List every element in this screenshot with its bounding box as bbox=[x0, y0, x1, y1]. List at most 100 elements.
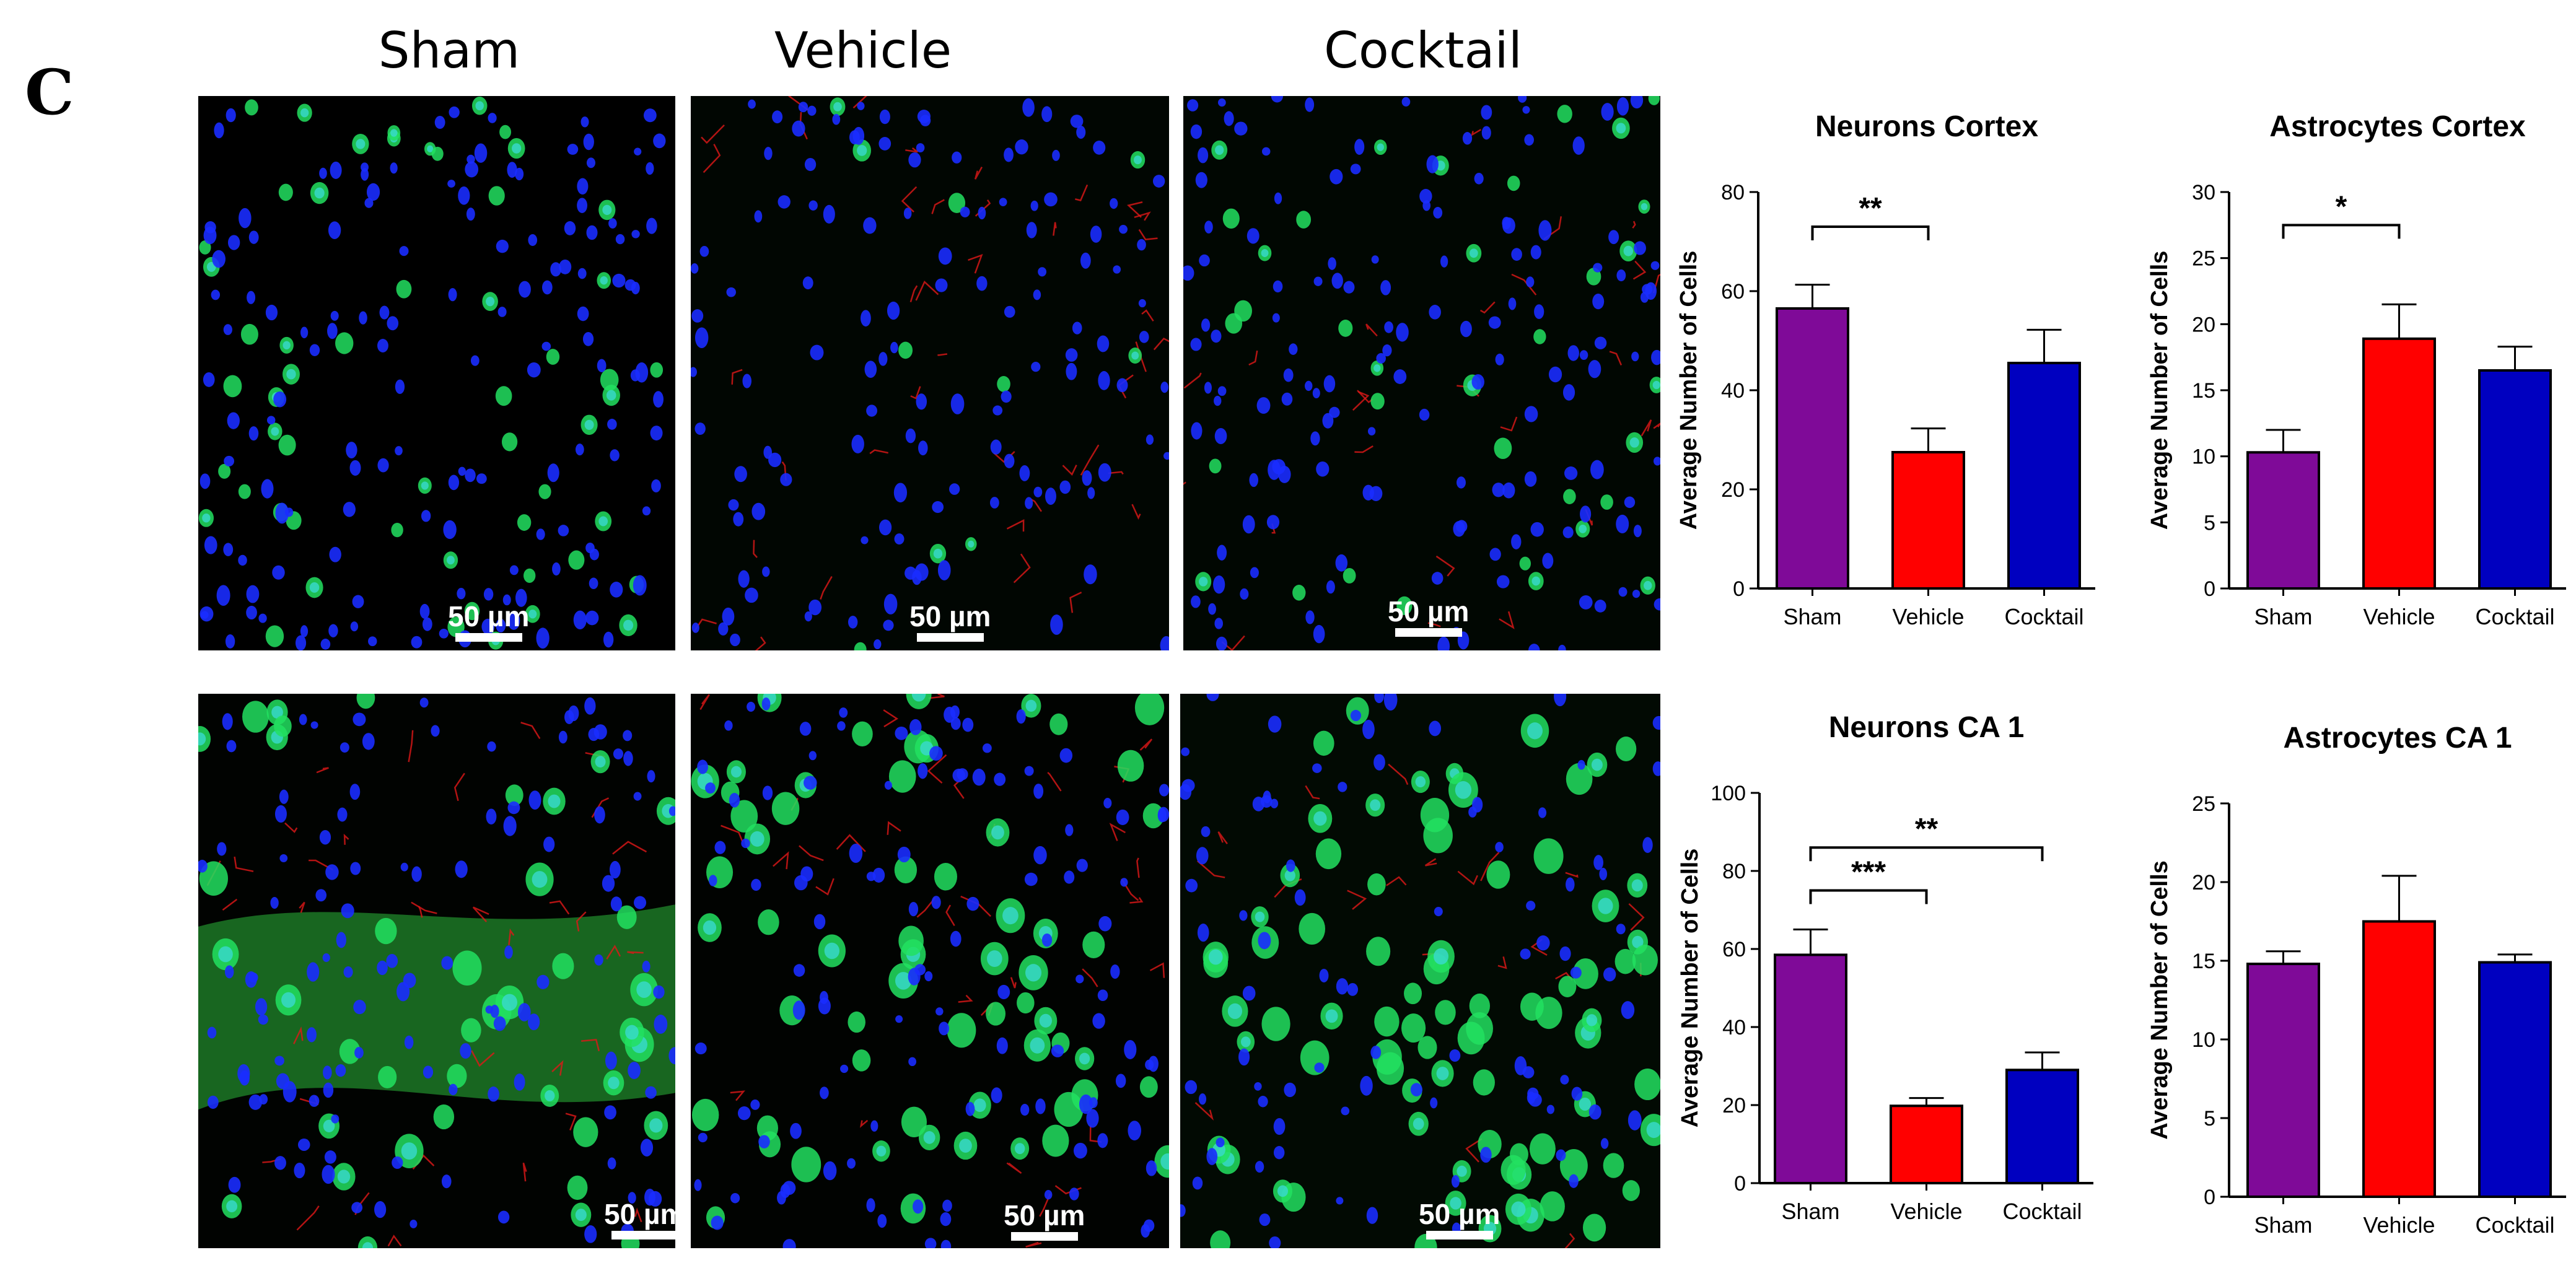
dapi-nucleus bbox=[813, 914, 826, 930]
neuron-nucleus bbox=[309, 582, 320, 593]
dapi-nucleus bbox=[1312, 388, 1320, 399]
dapi-nucleus bbox=[1480, 1147, 1492, 1163]
dapi-nucleus bbox=[1526, 901, 1536, 911]
dapi-nucleus bbox=[1588, 1104, 1601, 1120]
neuron-cell bbox=[1042, 1124, 1069, 1157]
neuron-nucleus bbox=[703, 920, 717, 935]
neuron-cell bbox=[1603, 1153, 1624, 1178]
dapi-nucleus bbox=[1322, 413, 1334, 429]
neuron-cell bbox=[947, 1013, 976, 1048]
dapi-nucleus bbox=[874, 639, 882, 650]
dapi-nucleus bbox=[1044, 192, 1058, 207]
dapi-nucleus bbox=[918, 440, 928, 456]
dapi-nucleus bbox=[1314, 1062, 1325, 1073]
dapi-nucleus bbox=[960, 206, 970, 217]
dapi-nucleus bbox=[1593, 263, 1603, 273]
dapi-nucleus bbox=[441, 1174, 452, 1189]
dapi-nucleus bbox=[474, 143, 488, 163]
dapi-nucleus bbox=[918, 763, 928, 779]
dapi-nucleus bbox=[1429, 720, 1442, 737]
dapi-nucleus bbox=[1185, 878, 1198, 893]
dapi-nucleus bbox=[1305, 97, 1315, 112]
dapi-nucleus bbox=[1608, 230, 1619, 245]
neuron-cell bbox=[433, 1104, 455, 1130]
dapi-nucleus bbox=[1326, 580, 1335, 594]
neuron-cell bbox=[948, 193, 966, 214]
neuron-nucleus bbox=[1450, 1197, 1461, 1210]
dapi-nucleus bbox=[352, 595, 364, 608]
y-tick-label: 40 bbox=[1722, 1016, 1746, 1039]
dapi-nucleus bbox=[594, 724, 607, 740]
dapi-nucleus bbox=[1530, 522, 1544, 537]
micrograph-ca1-vehicle bbox=[691, 694, 1169, 1248]
neuron-nucleus bbox=[532, 871, 548, 888]
dapi-nucleus bbox=[972, 768, 986, 786]
dapi-nucleus bbox=[214, 122, 224, 139]
dapi-nucleus bbox=[646, 217, 657, 234]
astrocyte-process bbox=[387, 1235, 402, 1247]
neuron-nucleus bbox=[390, 129, 398, 137]
micrograph-texture bbox=[198, 97, 666, 650]
dapi-nucleus bbox=[1616, 269, 1626, 282]
dapi-nucleus bbox=[1319, 968, 1329, 983]
astrocyte-process bbox=[937, 353, 948, 356]
dapi-nucleus bbox=[916, 393, 927, 410]
neuron-cell bbox=[431, 146, 444, 161]
dapi-nucleus bbox=[1116, 378, 1128, 393]
dapi-nucleus bbox=[328, 624, 338, 637]
dapi-nucleus bbox=[754, 210, 763, 223]
dapi-nucleus bbox=[377, 339, 388, 352]
dapi-nucleus bbox=[1059, 748, 1073, 763]
dapi-nucleus bbox=[839, 707, 848, 718]
bar-vehicle bbox=[2362, 337, 2436, 590]
neuron-nucleus bbox=[421, 481, 429, 490]
dapi-nucleus bbox=[738, 570, 750, 588]
neuron-nucleus bbox=[1277, 1185, 1289, 1197]
dapi-nucleus bbox=[1059, 480, 1071, 494]
dapi-nucleus bbox=[497, 1210, 510, 1224]
dapi-nucleus bbox=[1274, 192, 1282, 204]
dapi-nucleus bbox=[920, 115, 931, 126]
dapi-nucleus bbox=[434, 116, 445, 129]
bar-cocktail bbox=[2005, 1069, 2079, 1184]
dapi-nucleus bbox=[751, 878, 761, 891]
dapi-nucleus bbox=[558, 525, 569, 536]
dapi-nucleus bbox=[573, 610, 587, 630]
dapi-nucleus bbox=[476, 473, 487, 484]
column-title-cocktail: Cocktail bbox=[1324, 22, 1522, 79]
dapi-nucleus bbox=[1564, 466, 1578, 480]
neuron-nucleus bbox=[595, 756, 606, 767]
dapi-nucleus bbox=[379, 305, 390, 320]
dapi-nucleus bbox=[851, 434, 864, 453]
dapi-nucleus bbox=[1527, 1087, 1539, 1100]
dapi-nucleus bbox=[1526, 276, 1535, 287]
y-axis-label: Average Number of Cells bbox=[1677, 849, 1703, 1128]
y-tick-label: 0 bbox=[2204, 1186, 2215, 1209]
dapi-nucleus bbox=[1197, 924, 1209, 942]
green-haze bbox=[1183, 96, 1660, 650]
dapi-nucleus bbox=[1258, 932, 1271, 950]
dapi-nucleus bbox=[800, 866, 813, 882]
dapi-nucleus bbox=[212, 250, 226, 268]
dapi-nucleus bbox=[1373, 754, 1385, 771]
dapi-nucleus bbox=[541, 341, 551, 351]
dapi-nucleus bbox=[1471, 374, 1484, 390]
neuron-nucleus bbox=[1227, 1003, 1243, 1020]
dapi-nucleus bbox=[519, 281, 531, 298]
dapi-nucleus bbox=[582, 332, 594, 346]
dapi-nucleus bbox=[577, 198, 588, 213]
astrocyte-process bbox=[931, 199, 945, 214]
dapi-nucleus bbox=[890, 341, 898, 354]
dapi-nucleus bbox=[422, 617, 432, 631]
dapi-nucleus bbox=[1481, 105, 1492, 120]
dapi-nucleus bbox=[895, 726, 908, 740]
neuron-cell bbox=[461, 1018, 481, 1043]
x-tick-label: Cocktail bbox=[2475, 1212, 2554, 1238]
dapi-nucleus bbox=[449, 106, 460, 118]
dapi-nucleus bbox=[730, 1192, 740, 1204]
dapi-nucleus bbox=[1462, 132, 1473, 145]
dapi-nucleus bbox=[1138, 299, 1146, 308]
dapi-nucleus bbox=[1198, 147, 1209, 164]
y-axis-label: Average Number of Cells bbox=[2147, 860, 2173, 1140]
dapi-nucleus bbox=[607, 419, 617, 430]
